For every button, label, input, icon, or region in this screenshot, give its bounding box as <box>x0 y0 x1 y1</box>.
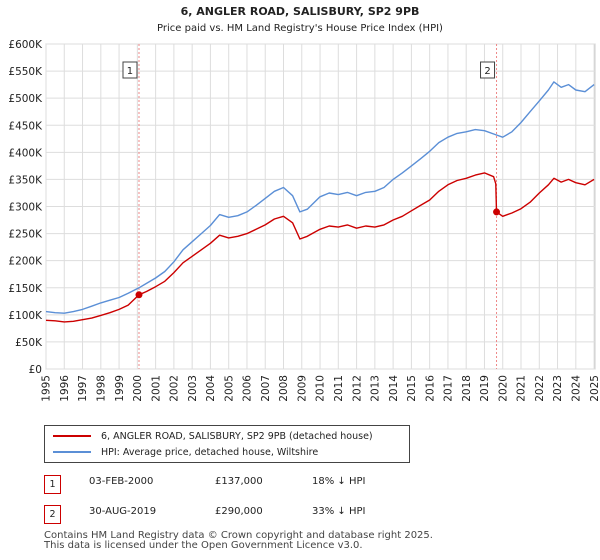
x-tick-label: 1996 <box>59 375 71 402</box>
x-tick-label: 1998 <box>95 375 107 402</box>
x-tick-label: 2003 <box>187 375 199 402</box>
x-tick-label: 2010 <box>315 375 327 402</box>
series-lines <box>45 81 595 323</box>
y-tick-label: £0 <box>29 364 42 376</box>
x-tick-label: 2011 <box>333 375 345 402</box>
x-tick-label: 2004 <box>205 375 217 402</box>
legend-label-hpi: HPI: Average price, detached house, Wilt… <box>101 446 319 458</box>
chart-subtitle: Price paid vs. HM Land Registry's House … <box>157 23 443 34</box>
grid-lines <box>45 43 595 370</box>
series-line-property <box>45 172 595 323</box>
x-tick-label: 2005 <box>223 375 235 402</box>
sale-point <box>493 208 501 216</box>
footer-line: This data is licensed under the Open Gov… <box>44 540 363 551</box>
sale-date: 30-AUG-2019 <box>89 506 157 517</box>
sale-badge: 2 <box>44 505 61 524</box>
legend-item-property: 6, ANGLER ROAD, SALISBURY, SP2 9PB (deta… <box>53 428 373 444</box>
footer-line: Contains HM Land Registry data © Crown c… <box>44 530 433 541</box>
x-tick-label: 2016 <box>424 375 436 402</box>
x-tick-label: 2013 <box>370 375 382 402</box>
x-tick-label: 2012 <box>351 375 363 402</box>
sale-marker-box <box>480 61 496 79</box>
sale-price: £290,000 <box>215 506 263 517</box>
y-tick-label: £100K <box>8 310 43 322</box>
sale-price: £137,000 <box>215 476 263 487</box>
y-tick-label: £300K <box>8 202 43 214</box>
y-tick-label: £350K <box>8 174 43 186</box>
y-tick-label: £400K <box>8 147 43 159</box>
x-tick-label: 2000 <box>132 375 144 402</box>
x-tick-label: 1999 <box>114 375 126 402</box>
sale-date: 03-FEB-2000 <box>89 476 154 487</box>
legend-item-hpi: HPI: Average price, detached house, Wilt… <box>53 444 318 460</box>
x-tick-label: 2023 <box>552 375 564 402</box>
y-tick-label: £50K <box>15 337 43 349</box>
x-tick-label: 2015 <box>406 375 418 402</box>
legend-label-property: 6, ANGLER ROAD, SALISBURY, SP2 9PB (deta… <box>101 430 373 442</box>
sale-marker-box <box>122 61 138 79</box>
y-tick-label: £600K <box>8 39 43 51</box>
y-tick-label: £500K <box>8 93 43 105</box>
sale-marker-label: 1 <box>127 66 133 77</box>
x-tick-label: 2021 <box>516 375 528 402</box>
x-tick-label: 2002 <box>169 375 181 402</box>
x-tick-label: 2009 <box>296 375 308 402</box>
legend-swatch-hpi <box>53 451 91 453</box>
x-tick-label: 2017 <box>443 375 455 402</box>
x-tick-label: 2007 <box>260 375 272 402</box>
x-tick-label: 2024 <box>570 375 582 402</box>
y-tick-label: £200K <box>8 256 43 268</box>
chart-legend: 6, ANGLER ROAD, SALISBURY, SP2 9PB (deta… <box>44 425 410 463</box>
sale-badge: 1 <box>44 475 61 494</box>
x-tick-label: 2019 <box>479 375 491 402</box>
x-tick-label: 2018 <box>461 375 473 402</box>
footer-attribution: Contains HM Land Registry data © Crown c… <box>44 531 433 551</box>
x-tick-label: 2022 <box>534 375 546 402</box>
x-tick-label: 1997 <box>77 375 89 402</box>
y-tick-label: £150K <box>8 283 43 295</box>
x-tick-label: 2006 <box>242 375 254 402</box>
y-tick-label: £250K <box>8 229 43 241</box>
sale-point <box>135 291 143 299</box>
legend-swatch-property <box>53 435 91 437</box>
y-tick-label: £450K <box>8 120 43 132</box>
sale-hpi-diff: 33% ↓ HPI <box>312 506 366 517</box>
x-tick-label: 1995 <box>41 375 53 402</box>
x-tick-label: 2020 <box>497 375 509 402</box>
x-tick-label: 2014 <box>388 375 400 402</box>
y-tick-label: £550K <box>8 66 43 78</box>
sale-marker-label: 2 <box>484 66 490 77</box>
sale-hpi-diff: 18% ↓ HPI <box>312 476 366 487</box>
x-tick-label: 2008 <box>278 375 290 402</box>
axis-labels: £0 £50K £100K £150K £200K £250K £300K £350K £400… <box>8 39 600 402</box>
x-tick-label: 2001 <box>150 375 162 402</box>
chart-title: 6, ANGLER ROAD, SALISBURY, SP2 9PB <box>181 5 420 18</box>
series-line-hpi <box>45 81 595 314</box>
x-tick-label: 2025 <box>589 375 600 402</box>
price-chart: 6, ANGLER ROAD, SALISBURY, SP2 9PB Price… <box>8 5 600 402</box>
